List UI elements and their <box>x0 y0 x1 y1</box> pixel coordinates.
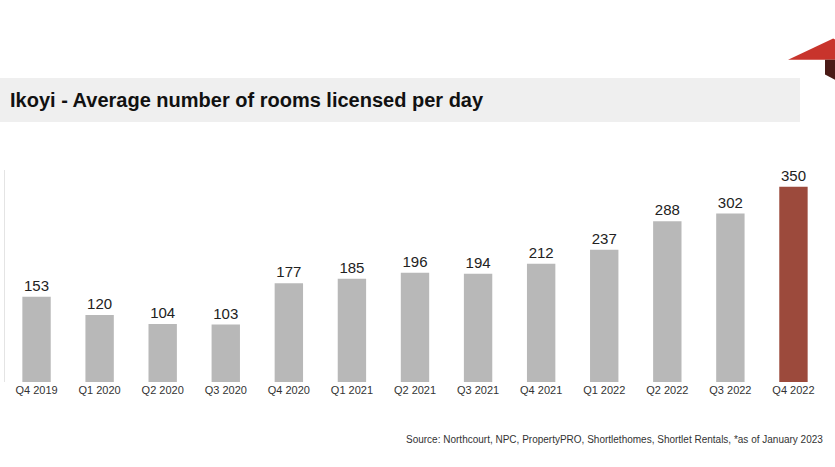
svg-text:177: 177 <box>276 263 301 280</box>
svg-text:Q3 2022: Q3 2022 <box>709 384 751 396</box>
svg-text:Q4 2021: Q4 2021 <box>520 384 562 396</box>
svg-text:Q2 2022: Q2 2022 <box>646 384 688 396</box>
svg-text:Q1 2022: Q1 2022 <box>583 384 625 396</box>
svg-text:Source: Northcourt, NPC, Prope: Source: Northcourt, NPC, PropertyPRO, Sh… <box>406 434 823 445</box>
svg-text:Q3 2020: Q3 2020 <box>205 384 247 396</box>
svg-text:Q4 2022: Q4 2022 <box>772 384 814 396</box>
svg-text:103: 103 <box>213 305 238 322</box>
svg-text:104: 104 <box>150 304 175 321</box>
svg-text:194: 194 <box>466 254 491 271</box>
svg-text:Q1 2021: Q1 2021 <box>331 384 373 396</box>
svg-text:153: 153 <box>24 277 49 294</box>
svg-text:Q2 2020: Q2 2020 <box>142 384 184 396</box>
svg-text:Q3 2021: Q3 2021 <box>457 384 499 396</box>
svg-text:185: 185 <box>339 259 364 276</box>
svg-text:Q4 2019: Q4 2019 <box>15 384 57 396</box>
svg-text:Q4 2020: Q4 2020 <box>268 384 310 396</box>
svg-text:Q2 2021: Q2 2021 <box>394 384 436 396</box>
svg-text:288: 288 <box>655 201 680 218</box>
svg-text:237: 237 <box>592 230 617 247</box>
svg-text:120: 120 <box>87 295 112 312</box>
svg-text:196: 196 <box>402 253 427 270</box>
svg-text:Ikoyi - Average number of room: Ikoyi - Average number of rooms licensed… <box>10 89 484 111</box>
svg-text:350: 350 <box>781 167 806 184</box>
svg-text:Q1 2020: Q1 2020 <box>79 384 121 396</box>
svg-text:212: 212 <box>529 244 554 261</box>
svg-text:302: 302 <box>718 194 743 211</box>
